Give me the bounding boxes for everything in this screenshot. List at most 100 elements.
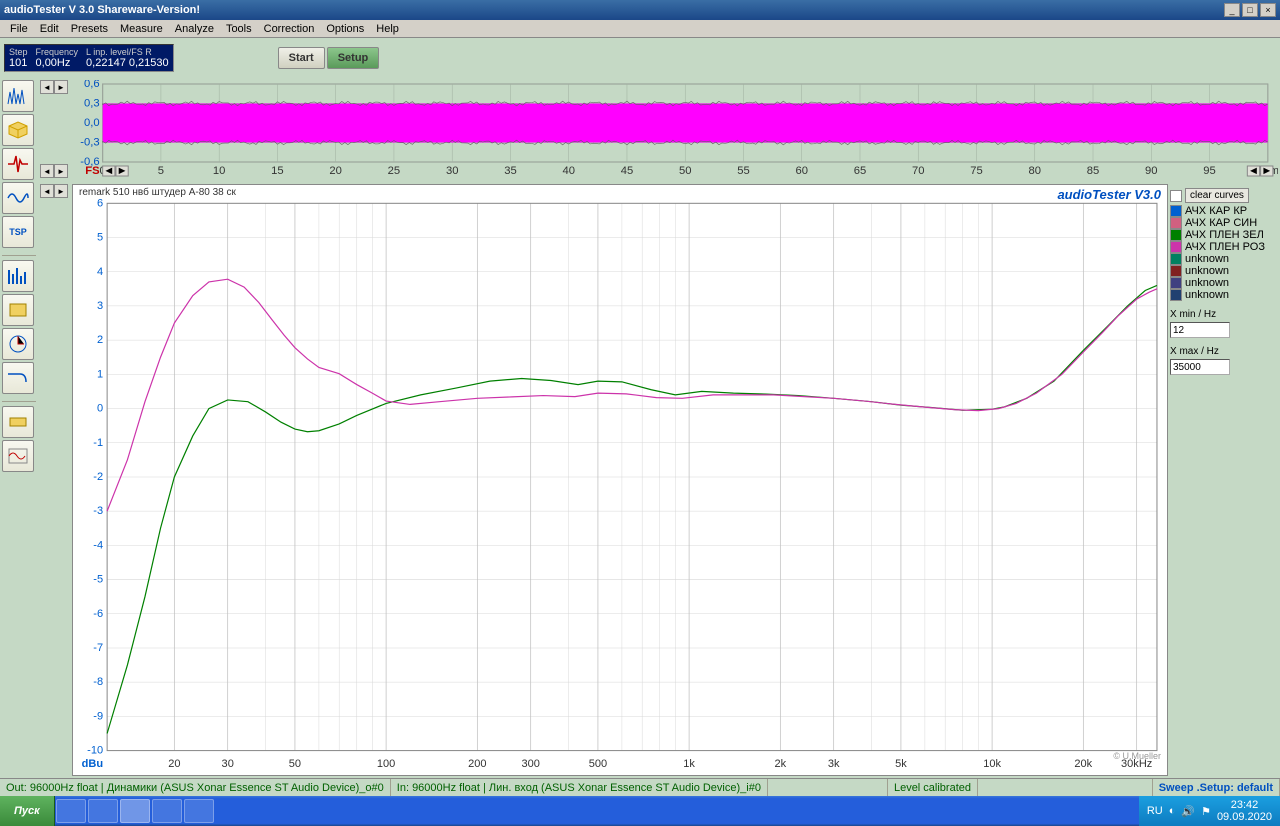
svg-text:65: 65	[854, 165, 866, 177]
oscillo-y-up[interactable]: ►	[54, 80, 68, 94]
svg-text:-2: -2	[93, 471, 103, 483]
menu-measure[interactable]: Measure	[114, 22, 169, 36]
legend-item-3[interactable]: АЧХ ПЛЕН РОЗ	[1170, 241, 1276, 253]
legend-item-7[interactable]: unknown	[1170, 289, 1276, 301]
3d-tool-icon[interactable]	[2, 114, 34, 146]
language-indicator[interactable]: RU	[1147, 805, 1163, 817]
left-toolbar: TSP	[0, 78, 38, 778]
svg-text:30: 30	[446, 165, 458, 177]
svg-text:-5: -5	[93, 574, 103, 586]
tray-icon-2[interactable]: 🔊	[1181, 805, 1195, 818]
oscillo-x-down[interactable]: ◄	[40, 164, 54, 178]
menu-help[interactable]: Help	[370, 22, 405, 36]
legend-panel: clear curves АЧХ КАР КРАЧХ КАР СИНАЧХ ПЛ…	[1168, 184, 1278, 776]
linp-right: 0,21530	[129, 57, 169, 69]
start-button[interactable]: Start	[278, 47, 325, 69]
start-button-taskbar[interactable]: Пуск	[0, 796, 55, 826]
system-tray: RU ◐ 🔊 ⚑ 23:42 09.09.2020	[1139, 796, 1280, 826]
phase-tool-icon[interactable]	[2, 328, 34, 360]
taskbar-app-4[interactable]	[152, 799, 182, 823]
menu-analyze[interactable]: Analyze	[169, 22, 220, 36]
maximize-button[interactable]: □	[1242, 3, 1258, 17]
svg-text:50: 50	[289, 758, 301, 770]
svg-text:30: 30	[222, 758, 234, 770]
menu-tools[interactable]: Tools	[220, 22, 258, 36]
svg-text:50: 50	[679, 165, 691, 177]
svg-text:300: 300	[521, 758, 539, 770]
svg-text:80: 80	[1029, 165, 1041, 177]
spectrum-tool-icon[interactable]	[2, 80, 34, 112]
taskbar-app-explorer[interactable]	[88, 799, 118, 823]
svg-text:◄: ◄	[103, 165, 114, 177]
taskbar-clock[interactable]: 23:42 09.09.2020	[1217, 799, 1272, 823]
taskbar-app-5[interactable]	[184, 799, 214, 823]
legend-item-2[interactable]: АЧХ ПЛЕН ЗЕЛ	[1170, 229, 1276, 241]
tray-icon-1[interactable]: ◐	[1169, 805, 1176, 817]
record-tool-icon[interactable]	[2, 406, 34, 438]
svg-text:-4: -4	[93, 539, 103, 551]
xmax-input[interactable]	[1170, 359, 1230, 375]
svg-text:-3: -3	[93, 505, 103, 517]
oscillo-y-down[interactable]: ◄	[40, 80, 54, 94]
legend-item-0[interactable]: АЧХ КАР КР	[1170, 205, 1276, 217]
svg-text:-0,3: -0,3	[80, 137, 99, 149]
svg-text:2: 2	[97, 334, 103, 346]
chart-remark: remark 510 нвб штудер А-80 38 ск	[79, 187, 236, 198]
svg-text:100: 100	[377, 758, 395, 770]
chart-y-down[interactable]: ◄	[40, 184, 54, 198]
svg-text:5: 5	[158, 165, 164, 177]
taskbar-app-ie[interactable]	[56, 799, 86, 823]
menu-correction[interactable]: Correction	[258, 22, 321, 36]
chart-y-up[interactable]: ►	[54, 184, 68, 198]
svg-text:►: ►	[117, 165, 128, 177]
menu-bar: FileEditPresetsMeasureAnalyzeToolsCorrec…	[0, 20, 1280, 38]
legend-label: АЧХ ПЛЕН ЗЕЛ	[1185, 229, 1264, 241]
oscillo-x-up[interactable]: ►	[54, 164, 68, 178]
legend-label: АЧХ КАР КР	[1185, 205, 1247, 217]
svg-text:6: 6	[97, 197, 103, 209]
taskbar-app-audiotester[interactable]	[120, 799, 150, 823]
oscilloscope-tool-icon[interactable]	[2, 440, 34, 472]
legend-swatch	[1170, 217, 1182, 229]
svg-text:0,0: 0,0	[84, 117, 100, 129]
svg-text:5k: 5k	[895, 758, 907, 770]
legend-item-4[interactable]: unknown	[1170, 253, 1276, 265]
legend-item-5[interactable]: unknown	[1170, 265, 1276, 277]
svg-text:85: 85	[1087, 165, 1099, 177]
setup-button[interactable]: Setup	[327, 47, 380, 69]
menu-edit[interactable]: Edit	[34, 22, 65, 36]
svg-text:0: 0	[97, 403, 103, 415]
legend-item-6[interactable]: unknown	[1170, 277, 1276, 289]
svg-text:0,3: 0,3	[84, 98, 100, 110]
filter-tool-icon[interactable]	[2, 362, 34, 394]
svg-text:10k: 10k	[983, 758, 1001, 770]
menu-presets[interactable]: Presets	[65, 22, 114, 36]
legend-swatch	[1170, 289, 1182, 301]
status-in: In: 96000Hz float | Лин. вход (ASUS Xona…	[391, 779, 768, 796]
svg-text:200: 200	[468, 758, 486, 770]
waterfall-tool-icon[interactable]	[2, 294, 34, 326]
tsp-tool-icon[interactable]: TSP	[2, 216, 34, 248]
legend-swatch	[1170, 253, 1182, 265]
menu-options[interactable]: Options	[320, 22, 370, 36]
svg-text:1k: 1k	[683, 758, 695, 770]
svg-text:dBu: dBu	[82, 758, 104, 770]
fft-tool-icon[interactable]	[2, 260, 34, 292]
legend-swatch	[1170, 229, 1182, 241]
minimize-button[interactable]: _	[1224, 3, 1240, 17]
legend-item-1[interactable]: АЧХ КАР СИН	[1170, 217, 1276, 229]
svg-text:-1: -1	[93, 437, 103, 449]
svg-text:-9: -9	[93, 710, 103, 722]
menu-file[interactable]: File	[4, 22, 34, 36]
svg-text:2k: 2k	[775, 758, 787, 770]
oscilloscope-plot: 0,60,30,0-0,3-0,605101520253035404550556…	[72, 80, 1278, 180]
impulse-tool-icon[interactable]	[2, 148, 34, 180]
close-button[interactable]: ×	[1260, 3, 1276, 17]
status-cal: Level calibrated	[888, 779, 978, 796]
tray-icon-3[interactable]: ⚑	[1201, 805, 1211, 818]
sweep-tool-icon[interactable]	[2, 182, 34, 214]
xmin-label: X min / Hz	[1170, 309, 1276, 320]
clear-curves-button[interactable]: clear curves	[1185, 188, 1249, 203]
svg-text:90: 90	[1145, 165, 1157, 177]
xmin-input[interactable]	[1170, 322, 1230, 338]
